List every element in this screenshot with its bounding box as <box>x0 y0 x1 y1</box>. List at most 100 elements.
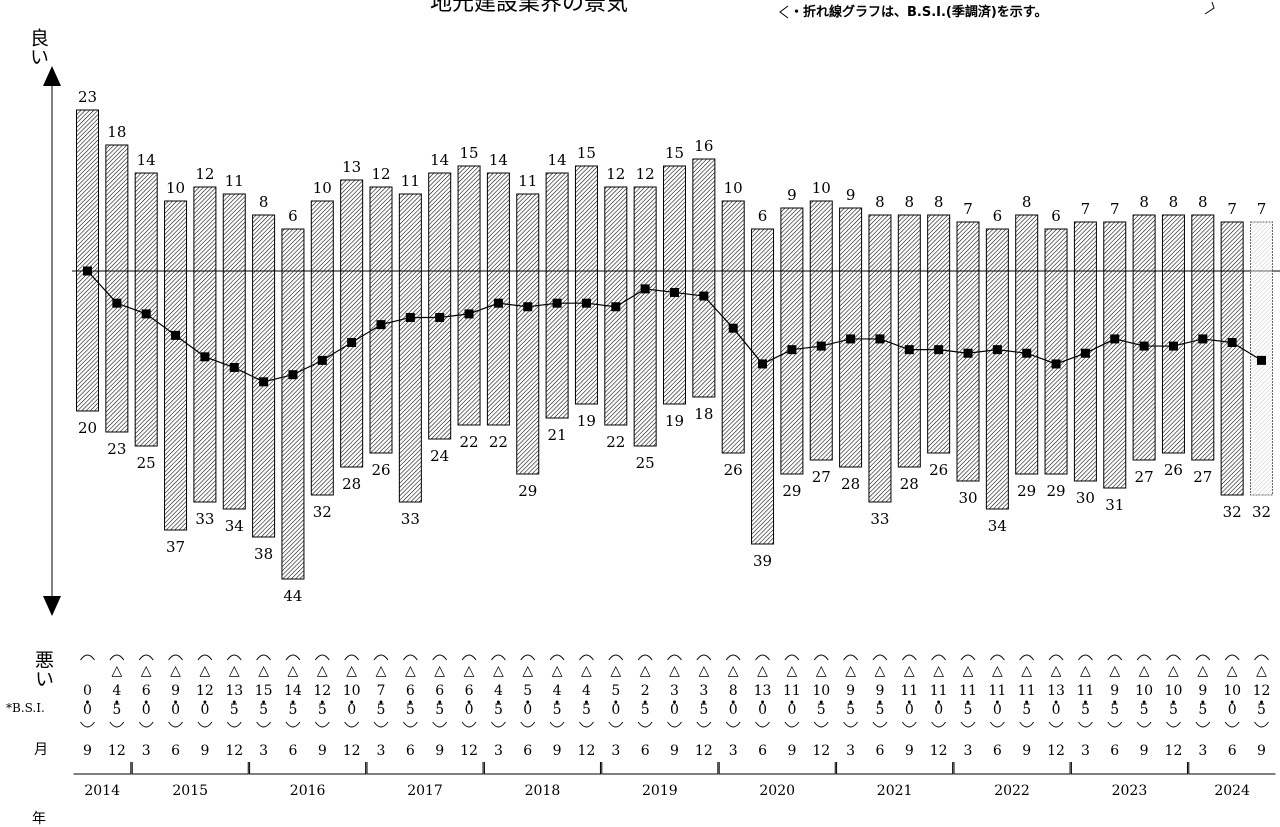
month-label: 12 <box>108 743 126 759</box>
paren-top <box>491 654 506 661</box>
month-label: 12 <box>225 743 243 759</box>
bsi-int: 6 <box>142 683 151 699</box>
bsi-sign: △ <box>610 663 621 679</box>
bar-good <box>193 186 217 272</box>
label-good: 18 <box>107 123 126 141</box>
bsi-sign: △ <box>669 663 680 679</box>
label-bad: 28 <box>900 475 919 493</box>
label-bad: 20 <box>78 419 97 437</box>
bar-good <box>633 186 657 272</box>
label-bad: 30 <box>1076 489 1095 507</box>
label-bad: 32 <box>313 503 332 521</box>
bsi-sign: △ <box>258 663 269 679</box>
bsi-marker <box>611 302 621 312</box>
month-label: 6 <box>406 743 415 759</box>
bsi-marker <box>376 320 386 330</box>
bsi-point <box>878 700 882 704</box>
bar-bad <box>310 270 334 496</box>
label-bad: 39 <box>753 552 772 570</box>
label-good: 8 <box>934 193 944 211</box>
paren-bottom <box>256 721 271 728</box>
bar-good <box>76 109 99 272</box>
paren-top <box>579 654 594 661</box>
year-label: 2017 <box>407 783 443 799</box>
paren-bottom <box>1107 721 1123 728</box>
paren-top <box>725 654 741 661</box>
bar-good <box>897 214 921 272</box>
bar-bad <box>1191 270 1215 461</box>
bar-good <box>105 144 129 272</box>
month-label: 3 <box>1198 743 1207 759</box>
month-label: 6 <box>523 743 532 759</box>
paren-bottom <box>1254 721 1269 728</box>
label-bad: 33 <box>195 510 214 528</box>
year-label: 2016 <box>290 783 326 799</box>
label-bad: 32 <box>1252 503 1271 521</box>
label-bad: 28 <box>342 475 361 493</box>
bar-bad <box>252 270 276 538</box>
note-bracket <box>779 1 1215 19</box>
label-good: 14 <box>430 151 449 169</box>
bsi-sign: △ <box>963 663 974 679</box>
year-label: 2021 <box>877 783 913 799</box>
bsi-dec: 0 <box>83 702 92 718</box>
bars-group: 23 20 18 23 14 25 10 37 12 33 11 34 8 38 6 44 10 32 13 28 12… <box>76 88 1273 605</box>
bar-good <box>252 214 276 272</box>
label-good: 23 <box>78 88 97 106</box>
bsi-dec: 0 <box>993 702 1002 718</box>
bsi-dec: 5 <box>406 702 415 718</box>
bar-bad <box>1044 270 1068 475</box>
label-good: 8 <box>1022 193 1032 211</box>
bsi-dec: 0 <box>1228 702 1237 718</box>
bsi-dec: 5 <box>259 702 268 718</box>
paren-bottom <box>402 721 418 728</box>
bar-good <box>222 193 246 272</box>
paren-top <box>931 654 947 661</box>
paren-top <box>432 654 448 661</box>
bsi-sign: △ <box>170 663 181 679</box>
bsi-point <box>203 700 207 704</box>
bsi-dec: 0 <box>200 702 209 718</box>
bar-bad <box>897 270 921 468</box>
paren-top <box>1166 654 1181 661</box>
label-bad: 33 <box>870 510 889 528</box>
bar-bad <box>193 270 217 503</box>
paren-bottom <box>344 721 360 728</box>
paren-top <box>843 654 858 661</box>
label-bad: 22 <box>606 433 625 451</box>
bsi-dec: 0 <box>729 702 738 718</box>
year-bracket <box>953 762 1071 775</box>
bsi-marker <box>552 298 562 308</box>
bsi-int: 13 <box>1047 683 1065 699</box>
bsi-point <box>467 700 471 704</box>
bar-good <box>927 214 951 272</box>
bsi-dec: 5 <box>288 702 297 718</box>
year-bracket <box>1188 762 1276 775</box>
paren-top <box>549 654 565 661</box>
bsi-sign: △ <box>933 663 944 679</box>
bar-bad <box>516 270 540 475</box>
paren-bottom <box>461 721 477 728</box>
label-bad: 30 <box>958 489 977 507</box>
paren-bottom <box>843 721 858 728</box>
bsi-marker <box>728 323 738 333</box>
bsi-sign: △ <box>376 663 387 679</box>
paren-bottom <box>696 721 712 728</box>
bsi-marker <box>1110 334 1120 344</box>
label-bad: 22 <box>489 433 508 451</box>
month-label: 3 <box>729 743 738 759</box>
paren-bottom <box>549 721 565 728</box>
bsi-int: 4 <box>553 683 562 699</box>
year-bracket <box>131 762 249 775</box>
bar-good <box>604 186 628 272</box>
year-bracket <box>718 762 836 775</box>
year-label: 2018 <box>525 783 561 799</box>
bsi-sign: △ <box>757 663 768 679</box>
paren-bottom <box>579 721 594 728</box>
bsi-sign: △ <box>1109 663 1120 679</box>
bsi-point <box>1054 700 1058 704</box>
bsi-dec: 5 <box>377 702 386 718</box>
bsi-int: 8 <box>729 683 738 699</box>
bsi-table-group: 0 0 9 △ 4 5 12 △ 6 0 3 △ 9 0 6 △ 12 0 9 △ 13 5 12 △ 15 5 3 △ 14 5 6 △ 12… <box>73 654 1276 799</box>
bsi-point <box>1230 700 1234 704</box>
